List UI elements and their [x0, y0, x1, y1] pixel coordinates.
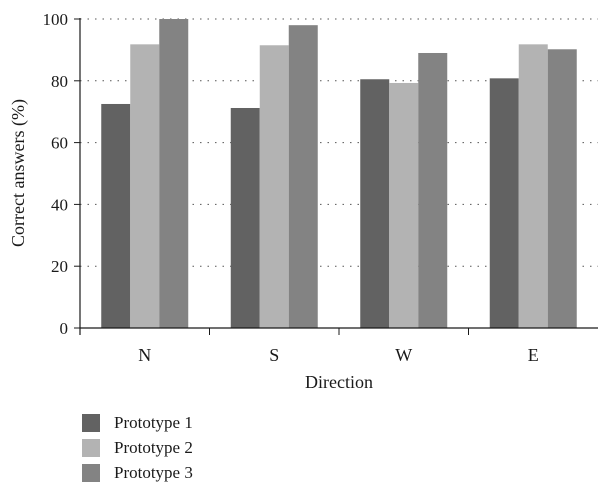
x-tick-label-n: N — [138, 345, 151, 365]
x-tick-label-e: E — [528, 345, 539, 365]
bar-e-prototype-1 — [489, 78, 519, 328]
bar-series-group — [101, 19, 577, 329]
bar-e-prototype-3 — [547, 49, 577, 328]
legend-swatch-prototype-3 — [82, 463, 100, 482]
x-tick-label-w: W — [395, 345, 412, 365]
legend-swatch-prototype-1 — [82, 413, 100, 432]
bar-s-prototype-2 — [259, 45, 289, 328]
bar-s-prototype-1 — [230, 107, 260, 328]
bar-s-prototype-3 — [288, 25, 318, 329]
bar-n-prototype-1 — [101, 103, 131, 328]
bar-n-prototype-3 — [159, 19, 189, 328]
bar-e-prototype-2 — [518, 44, 548, 328]
y-axis-label: Correct answers (%) — [8, 99, 29, 247]
y-tick-label-60: 60 — [51, 134, 68, 153]
bar-chart: 0 20 40 60 80 100 N S W E Direction Correct answ… — [8, 10, 598, 392]
y-tick-label-80: 80 — [51, 72, 68, 91]
axes — [74, 18, 598, 335]
x-axis-label: Direction — [305, 372, 373, 392]
legend-item-prototype-2: Prototype 2 — [82, 435, 193, 460]
y-tick-label-100: 100 — [43, 10, 69, 29]
legend-swatch-prototype-2 — [82, 438, 100, 457]
bar-w-prototype-2 — [389, 82, 419, 328]
legend-item-prototype-1: Prototype 1 — [82, 410, 193, 435]
y-tick-labels: 0 20 40 60 80 100 — [43, 10, 69, 338]
bar-w-prototype-3 — [418, 52, 448, 329]
legend-label-prototype-2: Prototype 2 — [114, 437, 193, 457]
legend-item-prototype-3: Prototype 3 — [82, 460, 193, 485]
y-tick-label-20: 20 — [51, 257, 68, 276]
legend-label-prototype-1: Prototype 1 — [114, 412, 193, 432]
legend-label-prototype-3: Prototype 3 — [114, 462, 193, 482]
bar-w-prototype-1 — [360, 79, 390, 328]
y-tick-label-0: 0 — [60, 319, 69, 338]
y-tick-label-40: 40 — [51, 195, 68, 214]
bar-n-prototype-2 — [130, 44, 160, 328]
legend: Prototype 1 Prototype 2 Prototype 3 — [82, 410, 193, 485]
x-tick-label-s: S — [269, 345, 279, 365]
